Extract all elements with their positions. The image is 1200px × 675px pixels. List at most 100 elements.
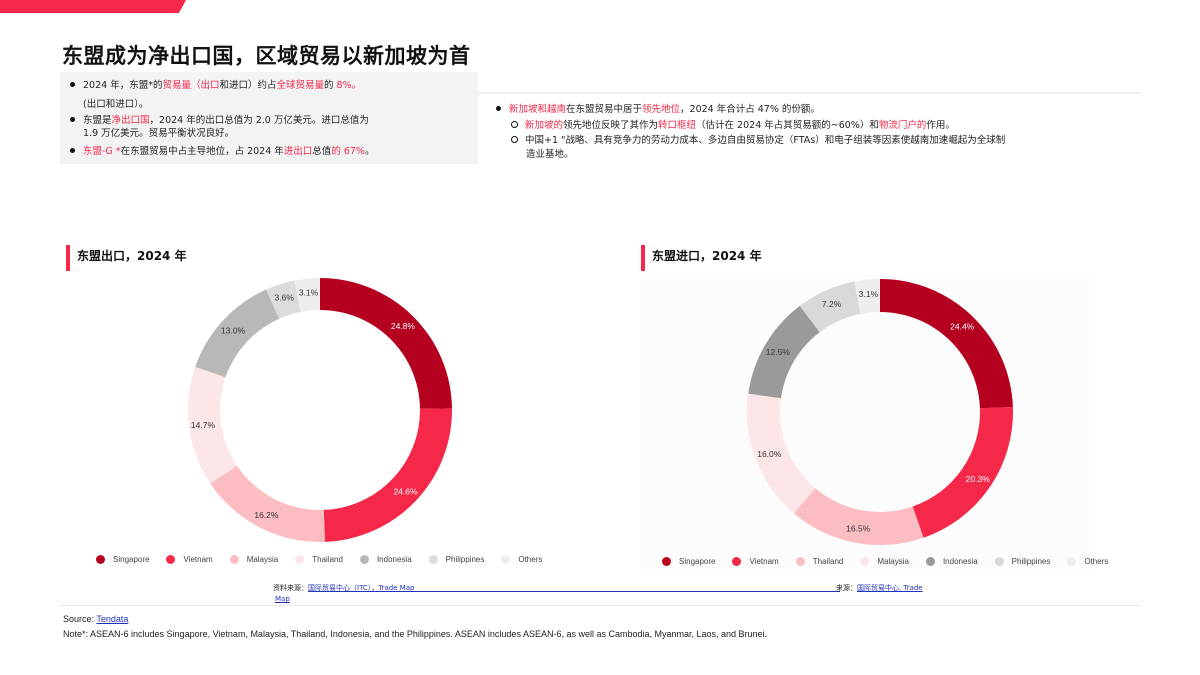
body-text: 。 (364, 146, 375, 157)
bullet-3-text: 东盟-G *在东盟贸易中占主导地位，占 2024 年进出口总值的 67%。 (83, 146, 374, 157)
segment-value-label: 3.6% (275, 293, 295, 303)
footer-source-link[interactable]: Tendata (96, 614, 129, 624)
import-source-link[interactable]: 国际贸易中心, Trade (857, 584, 923, 592)
legend-item-philippines[interactable]: Philippines (428, 555, 485, 564)
donut-segment-singapore (320, 278, 452, 409)
legend-label: Singapore (113, 555, 150, 564)
import-title-accent-bar (641, 245, 645, 271)
legend-item-indonesia[interactable]: Indonesia (359, 555, 412, 564)
right-sub-bullet-2: 中国+1 "战略、具有竞争力的劳动力成本、多边自由贸易协定（FTAs）和电子组装… (511, 134, 1005, 147)
legend-label: Thailand (812, 557, 844, 566)
legend-item-malaysia[interactable]: Malaysia (860, 557, 909, 566)
right-sub-bullet-2-text: 中国+1 "战略、具有竞争力的劳动力成本、多边自由贸易协定（FTAs）和电子组装… (525, 135, 1006, 146)
segment-value-label: 24.4% (950, 322, 975, 332)
segment-value-label: 14.7% (191, 420, 216, 430)
bullet-1-continuation: (出口和进口）。 (83, 99, 149, 110)
segment-value-label: 13.0% (221, 325, 246, 335)
legend-swatch-icon (428, 555, 438, 564)
legend-swatch-icon (994, 557, 1004, 566)
right-bullet: 新加坡和越南在东盟贸易中居于领先地位，2024 年合计占 47% 的份额。 (496, 103, 820, 116)
highlight-text: 领先地位 (642, 104, 681, 115)
legend-swatch-icon (925, 557, 935, 566)
legend-swatch-icon (359, 555, 369, 564)
segment-value-label: 3.1% (859, 289, 879, 299)
segment-value-label: 12.5% (766, 347, 791, 357)
bullet-1-text: 2024 年，东盟*的贸易量（出口和进口）约占全球贸易量的 8%。 (83, 80, 361, 91)
right-sub-bullet-1: 新加坡的领先地位反映了其作为转口枢纽（估计在 2024 年占其贸易额的~60%）… (511, 119, 955, 132)
body-text: 和进口）约占 (219, 80, 277, 91)
highlight-text: 全球贸易量 (276, 80, 324, 91)
legend-item-singapore[interactable]: Singapore (662, 557, 715, 566)
legend-item-singapore[interactable]: Singapore (96, 555, 149, 564)
body-text: ，2024 年的出口总值为 2.0 万亿美元。进口总值为 (149, 115, 369, 126)
body-text: 东盟是 (83, 115, 112, 126)
divider-top (478, 92, 1140, 94)
legend-label: Vietnam (183, 555, 213, 564)
sub-bullet-circle-icon (511, 136, 518, 143)
legend-item-malaysia[interactable]: Malaysia (229, 555, 279, 564)
sub-bullet-circle-icon (511, 121, 518, 128)
highlight-text: 净出口国 (111, 115, 150, 126)
bullet-dot-icon (70, 82, 75, 87)
footer-note: Note*: ASEAN-6 includes Singapore, Vietn… (63, 629, 768, 639)
segment-value-label: 3.1% (299, 288, 319, 298)
legend-item-vietnam[interactable]: Vietnam (732, 557, 779, 566)
bullet-dot-icon (496, 106, 501, 111)
body-text: 总值 (312, 146, 332, 157)
segment-value-label: 24.6% (393, 486, 418, 496)
bullet-3: 东盟-G *在东盟贸易中占主导地位，占 2024 年进出口总值的 67%。 (70, 145, 374, 158)
donut-segment-thailand (188, 366, 237, 484)
donut-segment-malaysia (210, 465, 325, 542)
legend-item-thailand[interactable]: Thailand (295, 555, 343, 564)
legend-label: Others (518, 555, 543, 564)
legend-item-thailand[interactable]: Thailand (795, 557, 844, 566)
legend-swatch-icon (295, 555, 305, 564)
legend-item-others[interactable]: Others (501, 555, 542, 564)
donut-segment-malaysia (747, 393, 816, 514)
import-source: 来源：国际贸易中心, Trade (836, 583, 923, 593)
highlight-text: 进出口 (283, 146, 313, 157)
legend-swatch-icon (662, 557, 671, 566)
highlight-text: 物流门户的 (878, 120, 927, 131)
export-title-accent-bar (66, 245, 70, 271)
export-legend: Singapore Vietnam Malaysia Thailand Indonesi… (96, 555, 559, 564)
legend-label: Philippines (445, 555, 485, 564)
legend-swatch-icon (860, 557, 870, 566)
segment-value-label: 16.2% (254, 510, 279, 520)
donut-segment-vietnam (323, 408, 452, 542)
body-text: 作用。 (926, 120, 955, 131)
highlight-text: 的 67% (331, 146, 365, 157)
legend-item-others[interactable]: Others (1067, 557, 1108, 566)
highlight-text: 新加坡和越南 (509, 104, 567, 115)
legend-label: Malaysia (246, 555, 279, 564)
donut-segment-thailand (793, 488, 924, 545)
legend-swatch-icon (1067, 557, 1077, 566)
legend-label: Philippines (1011, 557, 1051, 566)
export-source: 资料来源：国际贸易中心（ITC），Trade Map (273, 583, 414, 593)
footer-source: Source: Tendata (63, 614, 128, 624)
donut-segment-others (294, 278, 320, 312)
page-title: 东盟成为净出口国，区域贸易以新加坡为首 (62, 44, 471, 68)
divider-bottom (60, 605, 1140, 606)
legend-item-vietnam[interactable]: Vietnam (166, 555, 213, 564)
legend-swatch-icon (501, 555, 511, 564)
source-underline (312, 591, 840, 592)
bullet-2: 东盟是净出口国，2024 年的出口总值为 2.0 万亿美元。进口总值为 (70, 114, 369, 127)
segment-value-label: 20.3% (966, 474, 991, 484)
export-source-link[interactable]: 国际贸易中心（ITC），Trade Map (308, 584, 415, 592)
right-sub-bullet-2-line2: 造业基地。 (526, 149, 574, 160)
legend-item-philippines[interactable]: Philippines (994, 557, 1051, 566)
export-chart-title: 东盟出口，2024 年 (77, 249, 187, 263)
bullet-dot-icon (70, 148, 75, 153)
segment-value-label: 24.8% (391, 321, 416, 331)
legend-label: Indonesia (376, 555, 412, 564)
export-source-prefix: 资料来源： (273, 584, 308, 592)
legend-item-indonesia[interactable]: Indonesia (925, 557, 978, 566)
legend-label: Others (1084, 557, 1109, 566)
legend-label: Thailand (312, 555, 343, 564)
segment-value-label: 16.5% (846, 523, 871, 533)
export-source-link-wrap[interactable]: Map (275, 595, 290, 603)
footer-source-label: Source: (63, 614, 97, 624)
donut-segment-others (854, 279, 880, 314)
segment-value-label: 7.2% (822, 299, 842, 309)
